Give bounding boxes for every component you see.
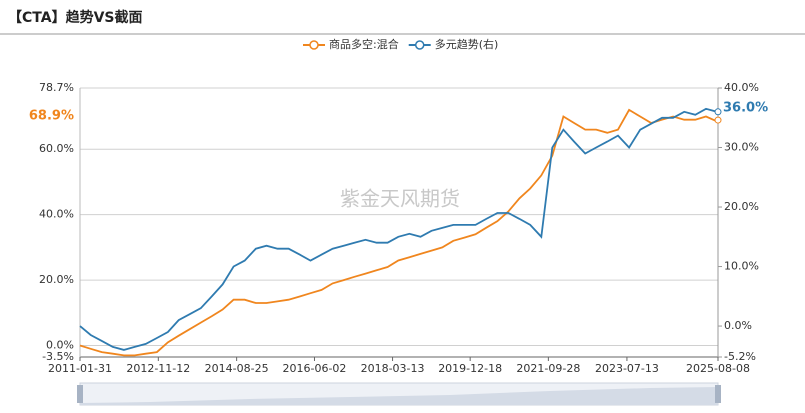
end-label: 36.0% xyxy=(723,100,768,115)
x-tick-label: 2025-08-08 xyxy=(686,362,750,375)
end-point xyxy=(714,116,722,124)
y-tick-label: 40.0% xyxy=(39,208,74,221)
end-label: 68.9% xyxy=(29,109,74,124)
y-tick-label: 60.0% xyxy=(39,142,74,155)
y-tick-label: -3.5% xyxy=(42,350,74,363)
series-line xyxy=(79,108,719,357)
y2-tick-label: 40.0% xyxy=(724,81,759,94)
watermark: 紫金天风期货 xyxy=(340,187,460,211)
y2-tick-label: 30.0% xyxy=(724,141,759,154)
legend-marker xyxy=(414,40,425,50)
slider-handle[interactable] xyxy=(715,385,721,403)
chart-title: 【CTA】趋势VS截面 xyxy=(8,9,143,26)
legend-label[interactable]: 多元趋势(右) xyxy=(435,37,499,51)
x-tick-label: 2019-12-18 xyxy=(438,362,502,375)
series-line xyxy=(79,107,718,351)
y-tick-label: 78.7% xyxy=(39,81,74,94)
y-tick-label: 0.0% xyxy=(46,339,74,352)
x-tick-label: 2016-06-02 xyxy=(283,362,347,375)
zoom-slider[interactable] xyxy=(77,382,721,406)
y2-tick-label: 20.0% xyxy=(724,200,759,213)
x-tick-label: 2023-07-13 xyxy=(595,362,659,375)
x-tick-label: 2018-03-13 xyxy=(361,362,425,375)
x-tick-label: 2014-08-25 xyxy=(205,362,269,375)
slider-preview xyxy=(80,387,718,405)
x-tick-label: 2011-01-31 xyxy=(48,362,112,375)
y-tick-label: 20.0% xyxy=(39,273,74,286)
x-tick-label: 2021-09-28 xyxy=(516,362,580,375)
x-tick-label: 2012-11-12 xyxy=(126,362,190,375)
slider-handle[interactable] xyxy=(77,385,83,403)
end-point xyxy=(714,108,722,116)
legend-label[interactable]: 商品多空:混合 xyxy=(329,37,399,51)
legend-marker xyxy=(309,40,319,50)
y2-tick-label: 10.0% xyxy=(724,260,759,273)
y2-tick-label: -5.2% xyxy=(724,350,756,363)
y2-tick-label: 0.0% xyxy=(724,319,752,332)
